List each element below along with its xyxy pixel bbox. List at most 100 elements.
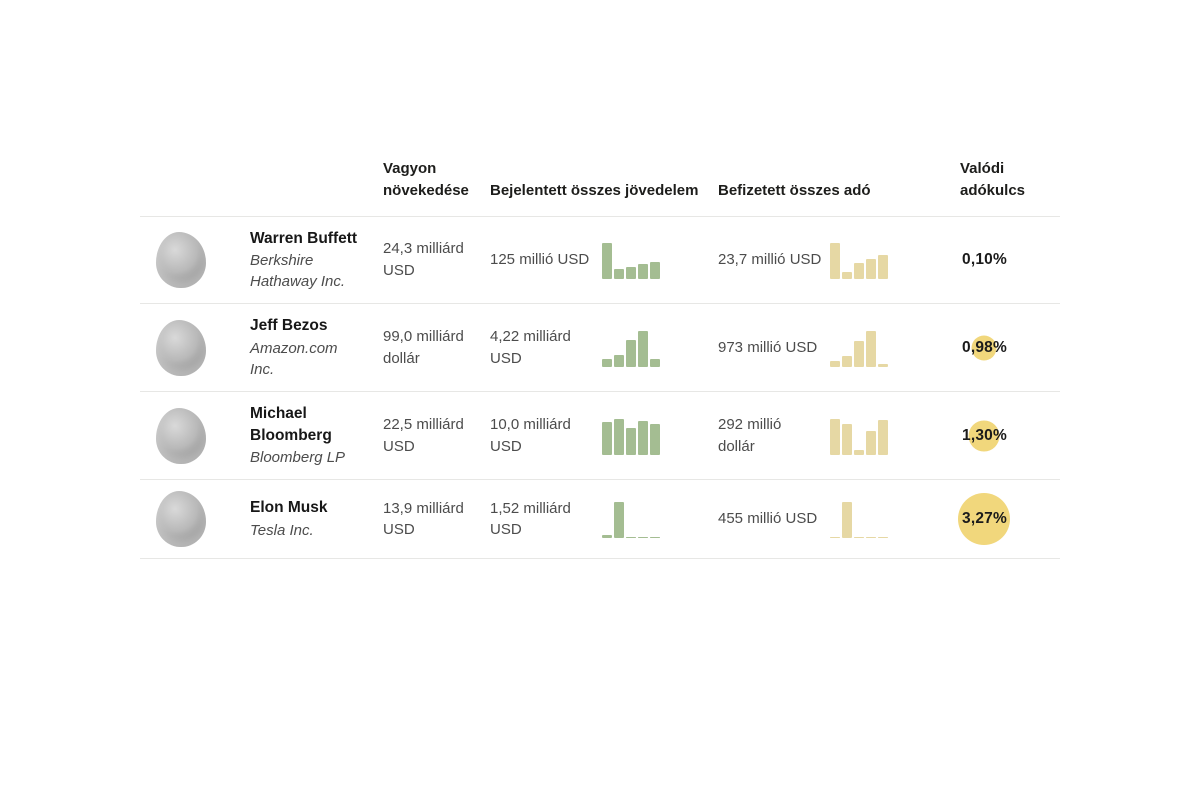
table-header: Vagyon növekedése Bejelentett összes jöv…	[140, 158, 1060, 216]
reported-income-value: 4,22 milliárd USD	[490, 327, 571, 367]
rate-badge: 0,98%	[960, 333, 1009, 363]
table-row: Michael Bloomberg Bloomberg LP 22,5 mill…	[140, 390, 1060, 479]
person-company: Bloomberg LP	[250, 449, 346, 467]
spark-bar	[866, 536, 876, 539]
spark-bar	[866, 258, 876, 279]
spark-bar	[602, 358, 612, 367]
reported-income-value: 1,52 milliárd USD	[490, 499, 571, 539]
spark-bar	[650, 359, 660, 367]
spark-bar	[842, 271, 852, 279]
true-tax-rate-value: 0,98%	[962, 338, 1007, 356]
rate-cell: 3,27%	[946, 493, 1060, 546]
person-company: Amazon.com Inc.	[250, 339, 338, 378]
table-body: Warren Buffett Berkshire Hathaway Inc. 2…	[140, 215, 1060, 560]
tax-cell: 292 millió dollár	[718, 414, 946, 458]
rate-highlight-circle	[958, 493, 1011, 546]
name-cell: Elon Musk Tesla Inc.	[250, 497, 383, 541]
spark-bar	[878, 536, 888, 539]
spark-bar	[626, 339, 636, 367]
spark-bar	[842, 355, 852, 367]
person-company: Tesla Inc.	[250, 522, 314, 540]
person-photo	[156, 491, 206, 548]
person-photo	[156, 319, 206, 376]
spark-bar	[614, 269, 624, 279]
taxes-paid-value: 292 millió dollár	[718, 415, 782, 455]
rate-highlight-circle	[968, 420, 1000, 452]
reported-income-value: 10,0 milliárd USD	[490, 415, 571, 455]
rate-badge: 0,10%	[960, 245, 1009, 275]
person-photo	[156, 407, 206, 464]
spark-bar	[866, 431, 876, 455]
wealth-growth-value: 99,0 milliárd dollár	[383, 327, 464, 367]
true-tax-rate-value: 0,10%	[962, 250, 1007, 268]
tax-bar-chart	[830, 241, 888, 279]
table-row: Jeff Bezos Amazon.com Inc. 99,0 milliárd…	[140, 303, 1060, 391]
spark-bar	[842, 502, 852, 539]
taxes-paid-value: 455 millió USD	[718, 510, 818, 528]
income-cell: 4,22 milliárd USD	[490, 326, 718, 370]
income-cell: 125 millió USD	[490, 241, 718, 279]
tax-bar-chart	[830, 329, 888, 367]
spark-bar	[866, 330, 876, 367]
spark-bar	[854, 341, 864, 367]
tax-bar-chart	[830, 500, 888, 539]
billionaire-tax-table: Vagyon növekedése Bejelentett összes jöv…	[140, 158, 1060, 560]
spark-bar	[626, 266, 636, 279]
spark-bar	[650, 536, 660, 539]
column-header-wealth: Vagyon növekedése	[383, 160, 469, 199]
spark-bar	[626, 536, 636, 539]
spark-bar	[854, 536, 864, 539]
avatar-cell	[140, 231, 250, 288]
taxes-paid-value: 973 millió USD	[718, 338, 818, 356]
wealth-growth-value: 24,3 milliárd USD	[383, 240, 464, 279]
spark-bar	[638, 263, 648, 279]
true-tax-rate-value: 1,30%	[962, 426, 1007, 444]
column-header-income: Bejelentett összes jövedelem	[490, 181, 699, 199]
person-name: Jeff Bezos	[250, 317, 328, 335]
spark-bar	[602, 242, 612, 279]
spark-bar	[854, 262, 864, 279]
name-cell: Jeff Bezos Amazon.com Inc.	[250, 315, 383, 380]
spark-bar	[650, 261, 660, 279]
column-header-rate: Valódi adókulcs	[960, 160, 1026, 199]
income-cell: 10,0 milliárd USD	[490, 414, 718, 458]
name-cell: Warren Buffett Berkshire Hathaway Inc.	[250, 228, 383, 293]
rate-badge: 1,30%	[960, 420, 1009, 452]
table-row: Elon Musk Tesla Inc. 13,9 milliárd USD 1…	[140, 479, 1060, 560]
person-name: Michael Bloomberg	[250, 404, 332, 444]
spark-bar	[614, 355, 624, 367]
spark-bar	[614, 502, 624, 539]
spark-bar	[830, 242, 840, 279]
table-row: Warren Buffett Berkshire Hathaway Inc. 2…	[140, 215, 1060, 304]
name-cell: Michael Bloomberg Bloomberg LP	[250, 403, 383, 468]
income-bar-chart	[602, 417, 660, 455]
spark-bar	[650, 423, 660, 455]
avatar-cell	[140, 407, 250, 464]
rate-badge: 3,27%	[958, 493, 1011, 546]
rate-cell: 0,98%	[946, 333, 1060, 363]
rate-cell: 1,30%	[946, 420, 1060, 452]
spark-bar	[878, 364, 888, 367]
taxes-paid-value: 23,7 millió USD	[718, 250, 822, 268]
tax-cell: 23,7 millió USD	[718, 241, 946, 279]
rate-highlight-circle	[971, 335, 997, 361]
spark-bar	[878, 420, 888, 455]
spark-bar	[638, 421, 648, 455]
spark-bar	[878, 255, 888, 279]
spark-bar	[626, 427, 636, 455]
person-name: Warren Buffett	[250, 229, 358, 247]
tax-cell: 973 millió USD	[718, 329, 946, 367]
income-cell: 1,52 milliárd USD	[490, 498, 718, 542]
income-bar-chart	[602, 241, 660, 279]
column-header-tax: Befizetett összes adó	[718, 181, 871, 199]
spark-bar	[830, 536, 840, 539]
wealth-growth-value: 13,9 milliárd USD	[383, 499, 464, 539]
spark-bar	[830, 361, 840, 367]
reported-income-value: 125 millió USD	[490, 250, 590, 268]
avatar-cell	[140, 491, 250, 548]
avatar-cell	[140, 319, 250, 376]
spark-bar	[842, 423, 852, 455]
person-photo	[156, 231, 206, 288]
income-bar-chart	[602, 329, 660, 367]
